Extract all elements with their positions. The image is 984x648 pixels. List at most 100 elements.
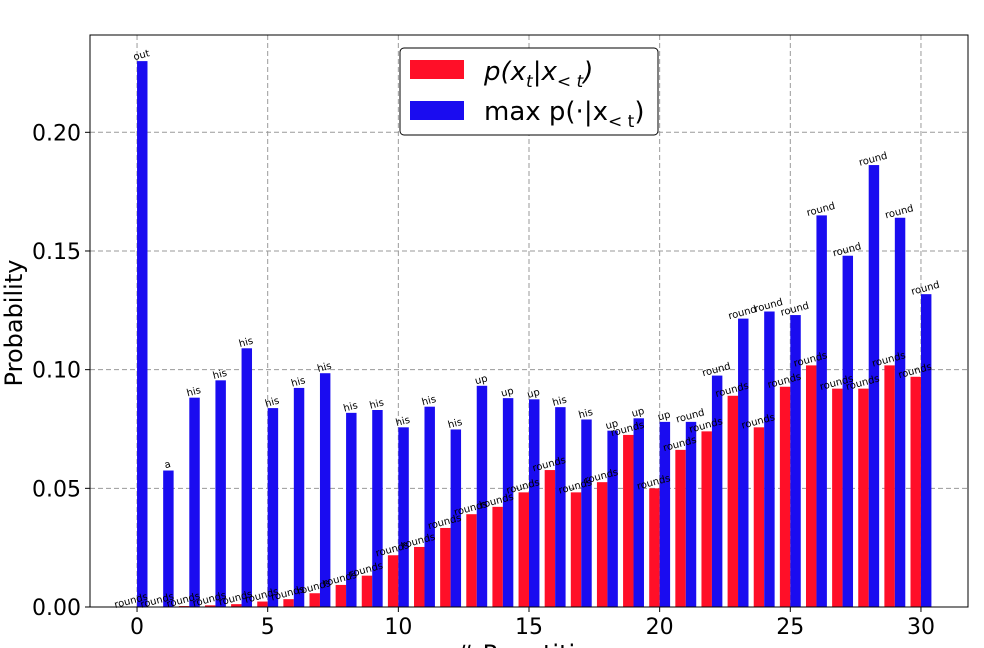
bar-label-max-14: up — [500, 386, 515, 400]
bar-p-30 — [910, 376, 921, 607]
bar-max-22 — [711, 375, 723, 607]
x-tick-label: 25 — [776, 615, 804, 640]
bar-p-23 — [727, 395, 739, 607]
bar-p-6 — [283, 599, 294, 607]
bar-p-20 — [649, 488, 660, 607]
bar-p-29 — [884, 365, 895, 607]
bar-max-24 — [764, 311, 775, 607]
bar-max-17 — [581, 419, 592, 607]
x-axis-title: # Repetition — [455, 640, 605, 648]
bar-p-5 — [257, 601, 268, 607]
y-axis-title: Probability — [0, 260, 28, 387]
bar-p-11 — [414, 546, 425, 607]
bar-label-max-1: a — [163, 459, 172, 471]
x-tick-label: 0 — [130, 615, 144, 640]
bar-max-8 — [346, 412, 357, 607]
bar-p-7 — [309, 593, 320, 607]
x-tick-label: 20 — [646, 615, 674, 640]
bars — [126, 61, 932, 607]
bar-p-19 — [623, 434, 634, 607]
y-tick-label: 0.05 — [32, 477, 81, 502]
y-axis-ticks: 0.00 0.05 0.10 0.15 0.20 — [32, 121, 90, 621]
bar-p-10 — [387, 555, 399, 607]
bar-max-26 — [816, 215, 827, 607]
bar-label-max-0: out — [132, 48, 151, 63]
bar-label-max-20: up — [657, 410, 672, 424]
bar-label-max-10: his — [395, 415, 412, 429]
bar-p-14 — [492, 506, 503, 607]
bar-max-6 — [293, 387, 305, 607]
bar-p-18 — [596, 482, 608, 607]
legend: p(xt|x< t) max p(·|x< t) — [399, 47, 659, 136]
legend-swatch-p — [410, 60, 464, 79]
bar-max-28 — [868, 165, 880, 607]
bar-p-17 — [570, 492, 582, 607]
bar-max-13 — [476, 385, 488, 607]
bar-p-22 — [701, 431, 712, 607]
bar-label-max-3: his — [212, 368, 229, 382]
bar-max-12 — [450, 429, 462, 607]
bar-max-16 — [555, 407, 566, 607]
bar-max-10 — [398, 427, 409, 607]
legend-label-p: p(xt|x< t) — [483, 57, 593, 92]
bar-p-25 — [779, 386, 791, 607]
bar-label-max-12: his — [447, 417, 464, 431]
bar-label-max-4: his — [238, 336, 255, 350]
bar-max-5 — [267, 408, 279, 607]
x-tick-label: 5 — [261, 615, 275, 640]
bar-label-max-5: his — [264, 396, 281, 410]
bar-label-max-17: his — [577, 407, 594, 421]
bar-max-7 — [319, 373, 331, 607]
y-tick-label: 0.00 — [32, 596, 81, 621]
bar-label-max-16: his — [551, 395, 568, 409]
bar-max-14 — [502, 398, 514, 607]
bar-max-27 — [842, 255, 854, 607]
legend-swatch-max — [410, 101, 464, 120]
bar-label-max-19: up — [631, 406, 646, 420]
bar-p-27 — [832, 388, 843, 607]
bar-max-18 — [607, 430, 618, 607]
x-axis-ticks: 0 5 10 15 20 25 30 — [130, 607, 935, 640]
bar-label-max-9: his — [368, 397, 385, 411]
bar-max-0 — [137, 61, 148, 607]
bar-p-15 — [518, 492, 529, 607]
bar-p-3 — [204, 605, 216, 607]
y-tick-label: 0.10 — [32, 359, 81, 384]
bar-p-12 — [440, 527, 451, 607]
bar-p-21 — [675, 449, 686, 607]
x-tick-label: 30 — [907, 615, 935, 640]
bar-label-max-2: his — [186, 385, 203, 399]
bar-max-29 — [894, 217, 906, 607]
bar-max-21 — [685, 421, 697, 607]
bar-p-16 — [544, 470, 556, 607]
bar-max-9 — [372, 410, 383, 607]
x-tick-label: 10 — [384, 615, 412, 640]
bar-max-3 — [215, 380, 226, 607]
bar-label-max-13: up — [474, 373, 489, 387]
bar-label-max-8: his — [342, 400, 359, 414]
bar-max-30 — [920, 294, 932, 607]
y-tick-label: 0.15 — [32, 240, 81, 265]
bar-label-max-18: up — [604, 418, 619, 432]
legend-label-max: max p(·|x< t) — [484, 97, 644, 132]
bar-p-8 — [335, 584, 347, 607]
bar-p-9 — [361, 575, 373, 607]
bar-max-11 — [424, 406, 435, 607]
bar-max-25 — [790, 315, 801, 607]
bar-max-20 — [659, 421, 671, 607]
x-tick-label: 15 — [515, 615, 543, 640]
bar-label-max-15: up — [526, 387, 541, 401]
bar-p-26 — [805, 365, 817, 607]
bar-p-24 — [753, 427, 765, 607]
bar-max-23 — [738, 318, 749, 607]
bar-p-4 — [231, 604, 242, 607]
bar-p-28 — [858, 388, 869, 607]
bar-max-15 — [529, 399, 540, 607]
bar-max-4 — [241, 348, 253, 607]
bar-label-max-7: his — [316, 361, 333, 375]
bar-p-13 — [466, 514, 477, 607]
bar-max-19 — [633, 418, 644, 607]
bar-label-max-6: his — [290, 375, 307, 389]
bar-max-2 — [189, 397, 200, 607]
